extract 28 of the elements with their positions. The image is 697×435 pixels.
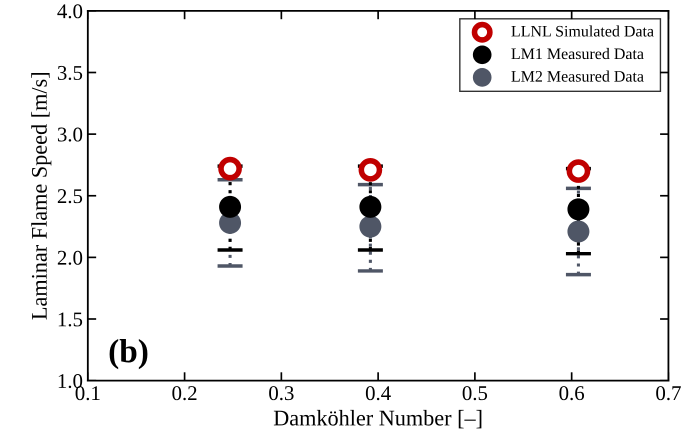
point [358, 158, 382, 182]
y-axis-title: Laminar Flame Speed [m/s] [31, 73, 52, 320]
x-tick-label: 0.5 [462, 386, 488, 400]
point [359, 196, 382, 218]
x-tick-label: 0.1 [76, 386, 100, 400]
y-tick-label: 4.0 [57, 4, 82, 18]
x-tick-label: 0.7 [656, 386, 681, 400]
y-tick-label: 3.0 [58, 128, 82, 142]
point [219, 196, 242, 218]
legend-label: LM2 Measured Data [511, 70, 644, 82]
point [218, 156, 242, 180]
y-tick-label: 1.0 [58, 374, 82, 388]
y-tick-label: 2.0 [58, 250, 82, 265]
y-tick-label: 3.5 [58, 66, 82, 80]
legend-label: LM1 Measured Data [511, 48, 644, 60]
x-tick-label: 0.4 [366, 386, 391, 400]
annotation: (b) [110, 339, 148, 370]
x-axis-title: Damköhler Number [–] [274, 410, 482, 428]
point [567, 198, 590, 220]
point [567, 220, 590, 242]
legend-label: LLNL Simulated Data [511, 25, 654, 37]
y-tick-label: 1.5 [58, 312, 82, 327]
x-tick-label: 0.2 [172, 386, 196, 400]
y-tick-label: 2.5 [58, 189, 82, 204]
x-tick-label: 0.6 [559, 386, 584, 400]
point [566, 159, 590, 183]
point [359, 216, 382, 238]
x-tick-label: 0.3 [269, 386, 294, 400]
